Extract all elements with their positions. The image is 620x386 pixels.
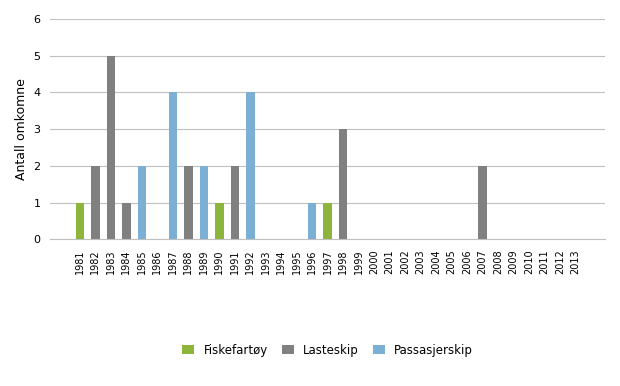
Legend: Fiskefartøy, Lasteskip, Passasjerskip: Fiskefartøy, Lasteskip, Passasjerskip <box>176 338 479 362</box>
Bar <box>169 166 177 239</box>
Bar <box>339 203 347 239</box>
Bar <box>246 166 255 239</box>
Bar <box>122 203 131 239</box>
Bar <box>324 203 332 239</box>
Bar <box>122 203 131 239</box>
Bar <box>215 203 224 239</box>
Bar <box>91 166 100 239</box>
Bar <box>184 166 193 239</box>
Bar <box>107 166 115 239</box>
Bar <box>76 203 84 239</box>
Bar <box>339 129 347 239</box>
Bar <box>308 203 316 239</box>
Bar <box>107 56 115 239</box>
Bar <box>91 166 100 239</box>
Bar <box>231 166 239 239</box>
Bar <box>200 203 208 239</box>
Bar <box>200 203 208 239</box>
Bar <box>200 166 208 239</box>
Bar <box>479 203 487 239</box>
Y-axis label: Antall omkomne: Antall omkomne <box>15 78 28 180</box>
Bar <box>479 166 487 239</box>
Bar <box>138 166 146 239</box>
Bar <box>169 92 177 239</box>
Bar <box>246 92 255 239</box>
